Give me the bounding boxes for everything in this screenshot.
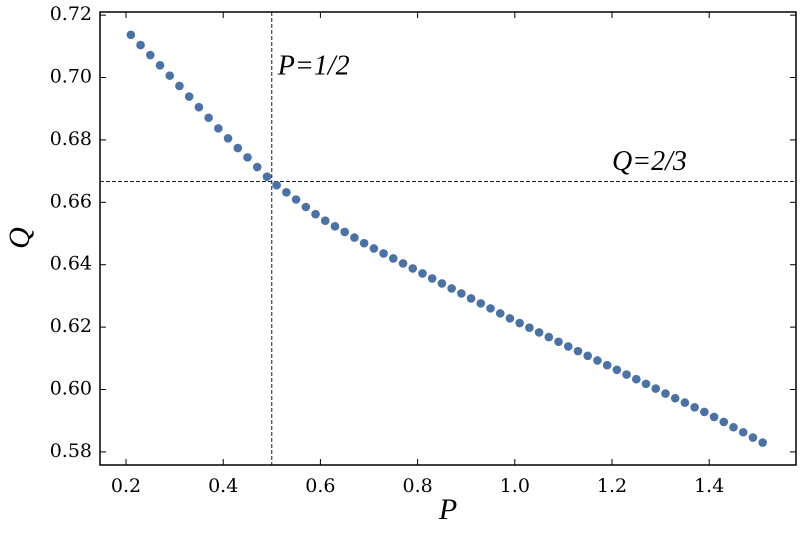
point	[583, 351, 593, 361]
point	[709, 412, 719, 422]
point	[593, 356, 602, 365]
point	[165, 71, 175, 80]
y-tick-label: 0.62	[50, 315, 92, 337]
point	[447, 284, 456, 293]
point	[515, 318, 524, 328]
point	[486, 304, 495, 313]
x-tick-label: 0.2	[111, 475, 141, 497]
point	[602, 360, 612, 370]
point	[534, 328, 544, 337]
point	[155, 61, 165, 70]
y-tick-label: 0.68	[50, 128, 92, 150]
point	[398, 259, 408, 268]
point	[554, 337, 563, 347]
point	[622, 370, 631, 379]
plot-frame	[99, 11, 797, 466]
point	[282, 188, 291, 197]
point	[505, 314, 515, 323]
point	[632, 374, 641, 384]
y-axis-label: Q	[3, 227, 36, 249]
point	[748, 433, 758, 442]
point	[418, 269, 427, 278]
point	[661, 389, 670, 398]
point	[719, 417, 729, 427]
point	[544, 332, 554, 342]
point	[359, 238, 369, 248]
x-tick-label: 0.4	[208, 475, 238, 497]
annotation: Q=2/3	[612, 146, 687, 177]
point	[476, 299, 486, 308]
y-tick-label: 0.66	[50, 190, 92, 212]
point	[379, 249, 388, 258]
point	[641, 379, 651, 389]
point	[204, 113, 213, 123]
point	[563, 342, 573, 351]
point	[495, 309, 505, 318]
point	[466, 294, 476, 303]
point	[738, 427, 748, 437]
y-tick-label: 0.58	[50, 440, 92, 462]
point	[252, 162, 262, 172]
point	[350, 233, 359, 242]
x-tick-label: 1.2	[597, 475, 627, 497]
y-tick-label: 0.64	[50, 253, 92, 275]
point	[126, 30, 136, 40]
point	[680, 398, 690, 407]
point	[525, 323, 534, 333]
point	[214, 124, 223, 133]
point	[136, 40, 145, 50]
point	[457, 289, 466, 298]
point	[223, 134, 233, 143]
point	[146, 50, 155, 60]
point	[301, 202, 311, 212]
point	[389, 254, 398, 263]
x-tick-label: 0.8	[402, 475, 432, 497]
point	[437, 279, 447, 288]
point	[700, 407, 709, 417]
point	[690, 402, 699, 412]
point	[573, 346, 583, 356]
point	[729, 422, 738, 432]
x-axis-label: P	[438, 493, 457, 526]
y-tick-label: 0.72	[50, 3, 92, 25]
y-tick-label: 0.70	[50, 66, 92, 88]
x-tick-label: 1.4	[694, 475, 724, 497]
y-tick-label: 0.60	[50, 378, 92, 400]
x-tick-label: 1.0	[500, 475, 530, 497]
point	[262, 172, 272, 182]
point	[184, 92, 194, 101]
point	[369, 244, 379, 253]
point	[612, 365, 622, 375]
annotation: P=1/2	[277, 50, 350, 81]
x-tick-label: 0.6	[305, 475, 335, 497]
point	[330, 222, 340, 231]
point	[311, 209, 320, 219]
point	[233, 143, 243, 153]
point	[272, 180, 281, 190]
point	[340, 227, 350, 237]
point	[427, 274, 437, 283]
point	[758, 438, 767, 447]
point	[175, 81, 184, 91]
point	[651, 384, 661, 393]
point	[291, 195, 301, 204]
point	[408, 264, 418, 273]
point	[243, 153, 252, 162]
point	[194, 102, 204, 112]
point	[670, 393, 680, 403]
point	[320, 216, 330, 226]
